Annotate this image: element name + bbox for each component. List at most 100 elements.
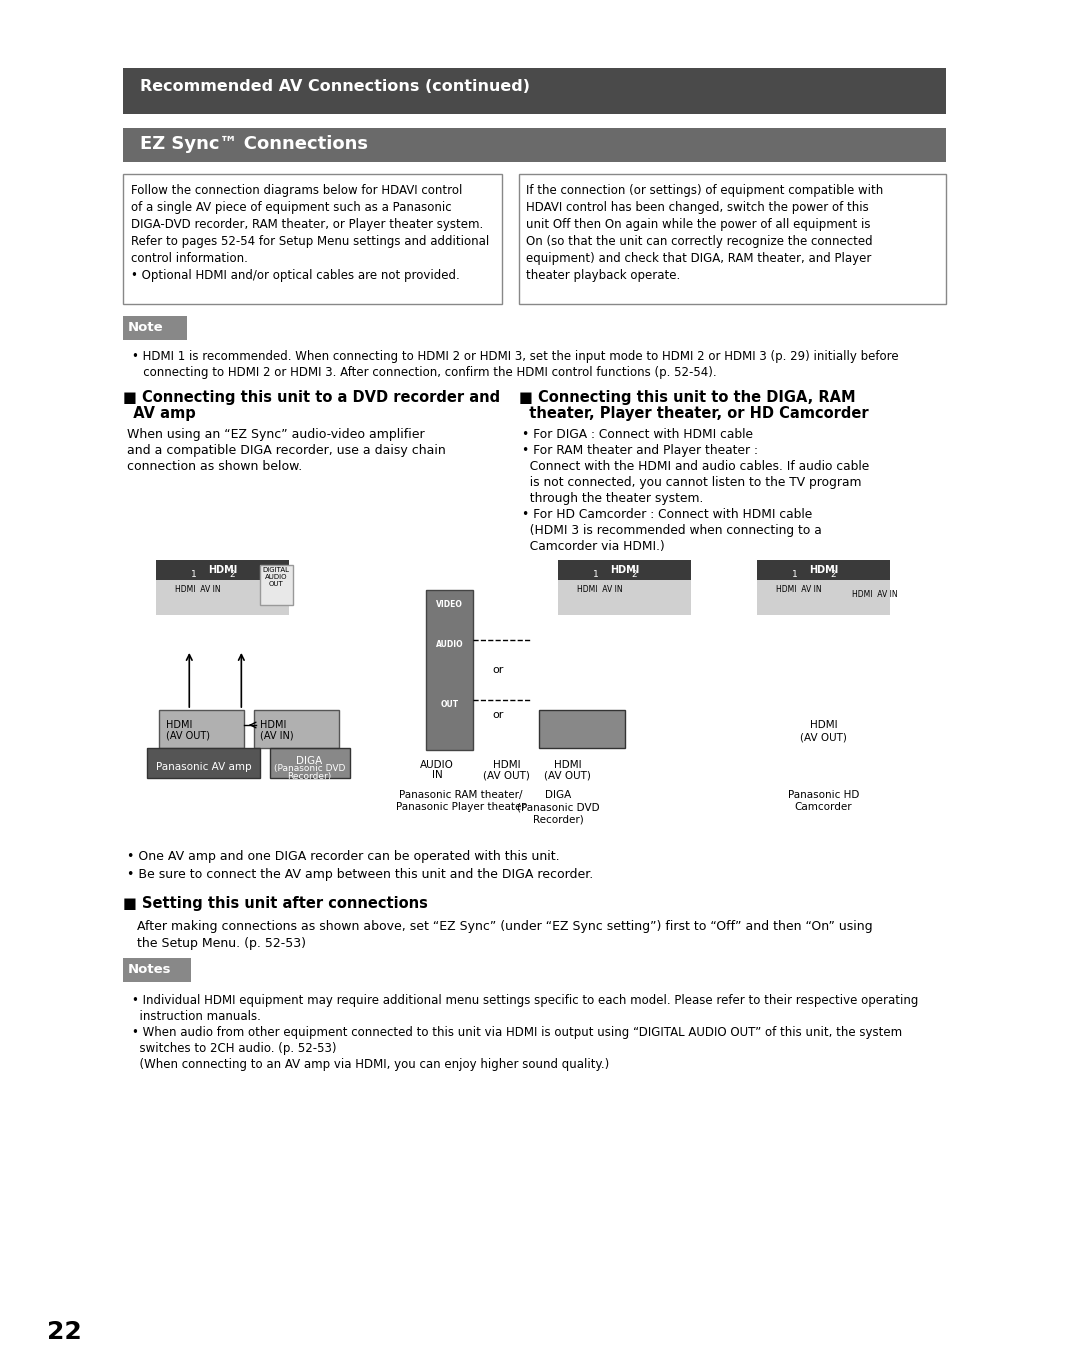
Text: • Individual HDMI equipment may require additional menu settings specific to eac: • Individual HDMI equipment may require … [133, 994, 919, 1007]
Text: DIGITAL: DIGITAL [262, 567, 289, 572]
Bar [539, 710, 624, 748]
Text: instruction manuals.: instruction manuals. [133, 1010, 261, 1024]
Text: (HDMI 3 is recommended when connecting to a: (HDMI 3 is recommended when connecting t… [523, 523, 822, 537]
Bar [558, 560, 691, 581]
Text: VIDEO: VIDEO [436, 600, 463, 609]
Bar [159, 710, 244, 748]
Bar [558, 560, 691, 615]
Text: • Optional HDMI and/or optical cables are not provided.: • Optional HDMI and/or optical cables ar… [131, 269, 459, 282]
Text: the Setup Menu. (p. 52-53): the Setup Menu. (p. 52-53) [137, 936, 307, 950]
Text: If the connection (or settings) of equipment compatible with: If the connection (or settings) of equip… [526, 184, 883, 198]
Bar [757, 560, 890, 581]
Text: through the theater system.: through the theater system. [523, 492, 704, 506]
Bar [426, 590, 473, 750]
Text: is not connected, you cannot listen to the TV program: is not connected, you cannot listen to t… [523, 476, 862, 489]
Text: HDMI  AV IN: HDMI AV IN [777, 585, 822, 594]
Bar [123, 128, 946, 162]
Text: switches to 2CH audio. (p. 52-53): switches to 2CH audio. (p. 52-53) [133, 1041, 337, 1055]
Text: (AV OUT): (AV OUT) [165, 731, 210, 740]
Text: HDMI: HDMI [492, 761, 521, 770]
Text: or: or [492, 710, 503, 720]
Text: OUT: OUT [269, 581, 284, 587]
Text: ■ Connecting this unit to the DIGA, RAM: ■ Connecting this unit to the DIGA, RAM [518, 390, 855, 405]
Text: 2: 2 [632, 570, 637, 579]
Text: ■ Connecting this unit to a DVD recorder and: ■ Connecting this unit to a DVD recorder… [123, 390, 500, 405]
Text: DIGA: DIGA [545, 791, 571, 800]
Text: AUDIO: AUDIO [420, 761, 455, 770]
Text: Notes: Notes [127, 964, 172, 976]
Bar [518, 174, 946, 304]
Text: Recorder): Recorder) [534, 814, 584, 825]
Text: After making connections as shown above, set “EZ Sync” (under “EZ Sync setting”): After making connections as shown above,… [137, 920, 873, 934]
Text: HDAVI control has been changed, switch the power of this: HDAVI control has been changed, switch t… [526, 200, 869, 214]
Text: (AV OUT): (AV OUT) [483, 770, 530, 780]
Text: EZ Sync™ Connections: EZ Sync™ Connections [140, 135, 368, 153]
Bar [147, 748, 260, 778]
Text: Refer to pages 52-54 for Setup Menu settings and additional: Refer to pages 52-54 for Setup Menu sett… [131, 234, 489, 248]
Bar [270, 748, 350, 778]
Text: Connect with the HDMI and audio cables. If audio cable: Connect with the HDMI and audio cables. … [523, 459, 869, 473]
Text: HDMI  AV IN: HDMI AV IN [578, 585, 623, 594]
Text: HDMI  AV IN: HDMI AV IN [175, 585, 220, 594]
Text: Recorder): Recorder) [287, 771, 332, 781]
Text: Recommended AV Connections (continued): Recommended AV Connections (continued) [140, 79, 530, 94]
Bar [159, 710, 244, 748]
Text: ■ Setting this unit after connections: ■ Setting this unit after connections [123, 895, 428, 910]
Bar [123, 958, 191, 981]
Text: control information.: control information. [131, 252, 247, 264]
Text: 1: 1 [593, 570, 599, 579]
Text: • One AV amp and one DIGA recorder can be operated with this unit.: • One AV amp and one DIGA recorder can b… [126, 851, 559, 863]
Text: theater, Player theater, or HD Camcorder: theater, Player theater, or HD Camcorder [518, 406, 868, 421]
Text: • For DIGA : Connect with HDMI cable: • For DIGA : Connect with HDMI cable [523, 428, 754, 442]
Bar [147, 748, 260, 778]
Text: HDMI: HDMI [207, 566, 237, 575]
Bar [157, 560, 288, 581]
Text: AV amp: AV amp [123, 406, 195, 421]
Text: 2: 2 [831, 570, 836, 579]
Text: (Panasonic DVD: (Panasonic DVD [274, 765, 346, 773]
Text: or: or [492, 665, 503, 675]
Bar [123, 316, 188, 339]
Text: Camcorder: Camcorder [795, 801, 852, 812]
Text: • Be sure to connect the AV amp between this unit and the DIGA recorder.: • Be sure to connect the AV amp between … [126, 868, 593, 880]
Text: HDMI: HDMI [260, 720, 286, 731]
Text: (AV OUT): (AV OUT) [800, 732, 847, 741]
Text: (Panasonic DVD: (Panasonic DVD [517, 801, 599, 812]
Bar [260, 566, 294, 605]
Bar [157, 560, 288, 615]
Text: HDMI: HDMI [809, 566, 838, 575]
Text: HDMI: HDMI [810, 720, 837, 731]
Text: Note: Note [127, 322, 163, 334]
Text: unit Off then On again while the power of all equipment is: unit Off then On again while the power o… [526, 218, 870, 230]
Text: and a compatible DIGA recorder, use a daisy chain: and a compatible DIGA recorder, use a da… [126, 444, 446, 457]
Text: AUDIO: AUDIO [265, 574, 287, 581]
Text: When using an “EZ Sync” audio-video amplifier: When using an “EZ Sync” audio-video ampl… [126, 428, 424, 442]
Text: theater playback operate.: theater playback operate. [526, 269, 680, 282]
Bar [123, 68, 946, 114]
Text: IN: IN [432, 770, 443, 780]
Text: HDMI: HDMI [610, 566, 639, 575]
Text: HDMI: HDMI [554, 761, 582, 770]
Text: of a single AV piece of equipment such as a Panasonic: of a single AV piece of equipment such a… [131, 200, 451, 214]
Text: connection as shown below.: connection as shown below. [126, 459, 302, 473]
Bar [539, 710, 624, 748]
Bar [270, 748, 350, 778]
Text: OUT: OUT [441, 701, 459, 709]
Bar [254, 710, 339, 748]
Text: • When audio from other equipment connected to this unit via HDMI is output usin: • When audio from other equipment connec… [133, 1026, 903, 1039]
Text: (AV IN): (AV IN) [260, 731, 294, 740]
Text: 1: 1 [191, 570, 197, 579]
Text: AUDIO: AUDIO [435, 641, 463, 649]
Text: Follow the connection diagrams below for HDAVI control: Follow the connection diagrams below for… [131, 184, 462, 198]
Text: Camcorder via HDMI.): Camcorder via HDMI.) [523, 540, 665, 553]
Text: HDMI: HDMI [165, 720, 192, 731]
Text: • For HD Camcorder : Connect with HDMI cable: • For HD Camcorder : Connect with HDMI c… [523, 508, 812, 521]
Bar [426, 590, 473, 750]
Text: On (so that the unit can correctly recognize the connected: On (so that the unit can correctly recog… [526, 234, 873, 248]
Text: Panasonic AV amp: Panasonic AV amp [156, 762, 252, 771]
Text: • For RAM theater and Player theater :: • For RAM theater and Player theater : [523, 444, 758, 457]
Text: (AV OUT): (AV OUT) [544, 770, 591, 780]
Text: (When connecting to an AV amp via HDMI, you can enjoy higher sound quality.): (When connecting to an AV amp via HDMI, … [133, 1058, 610, 1071]
Bar [260, 566, 294, 605]
Text: Panasonic Player theater: Panasonic Player theater [396, 801, 526, 812]
